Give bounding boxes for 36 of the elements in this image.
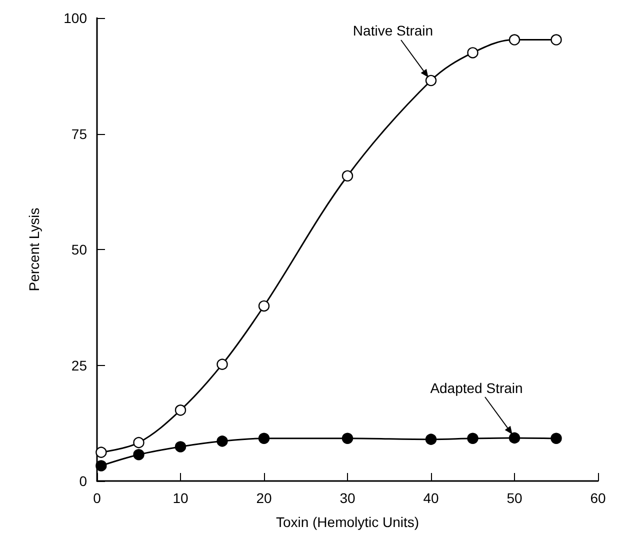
x-tick-label: 0: [93, 490, 102, 506]
point: [467, 432, 478, 444]
x-tick-label: 20: [256, 490, 272, 506]
x-axis-title: Toxin (Hemolytic Units): [276, 514, 420, 530]
y-tick-label: 75: [71, 126, 88, 142]
point: [133, 449, 144, 460]
point: [342, 432, 354, 444]
point: [550, 34, 562, 46]
x-tick-label: 30: [340, 490, 356, 506]
point: [216, 358, 228, 370]
point: [258, 300, 270, 312]
point: [174, 441, 186, 452]
point: [550, 432, 562, 444]
y-tick-label: 50: [71, 242, 88, 258]
point: [258, 432, 270, 444]
point: [467, 47, 478, 58]
y-tick-label: 0: [79, 473, 88, 489]
point: [342, 170, 354, 182]
x-tick-label: 60: [590, 490, 606, 506]
y-tick-label: 100: [64, 10, 88, 26]
point: [96, 446, 107, 458]
y-tick-label: 25: [71, 357, 88, 374]
x-tick-label: 40: [423, 490, 439, 506]
x-tick-label: 10: [172, 490, 188, 506]
point: [425, 434, 437, 445]
point: [508, 432, 520, 444]
text: Native Strain: [352, 22, 434, 39]
text: Adapted Strain: [430, 380, 523, 396]
point: [508, 34, 520, 46]
y-axis-title: Percent Lysis: [26, 208, 42, 292]
point: [133, 436, 144, 448]
point: [96, 460, 107, 472]
point: [425, 74, 437, 86]
x-tick-label: 50: [506, 490, 522, 506]
point: [216, 436, 228, 447]
point: [174, 404, 186, 416]
